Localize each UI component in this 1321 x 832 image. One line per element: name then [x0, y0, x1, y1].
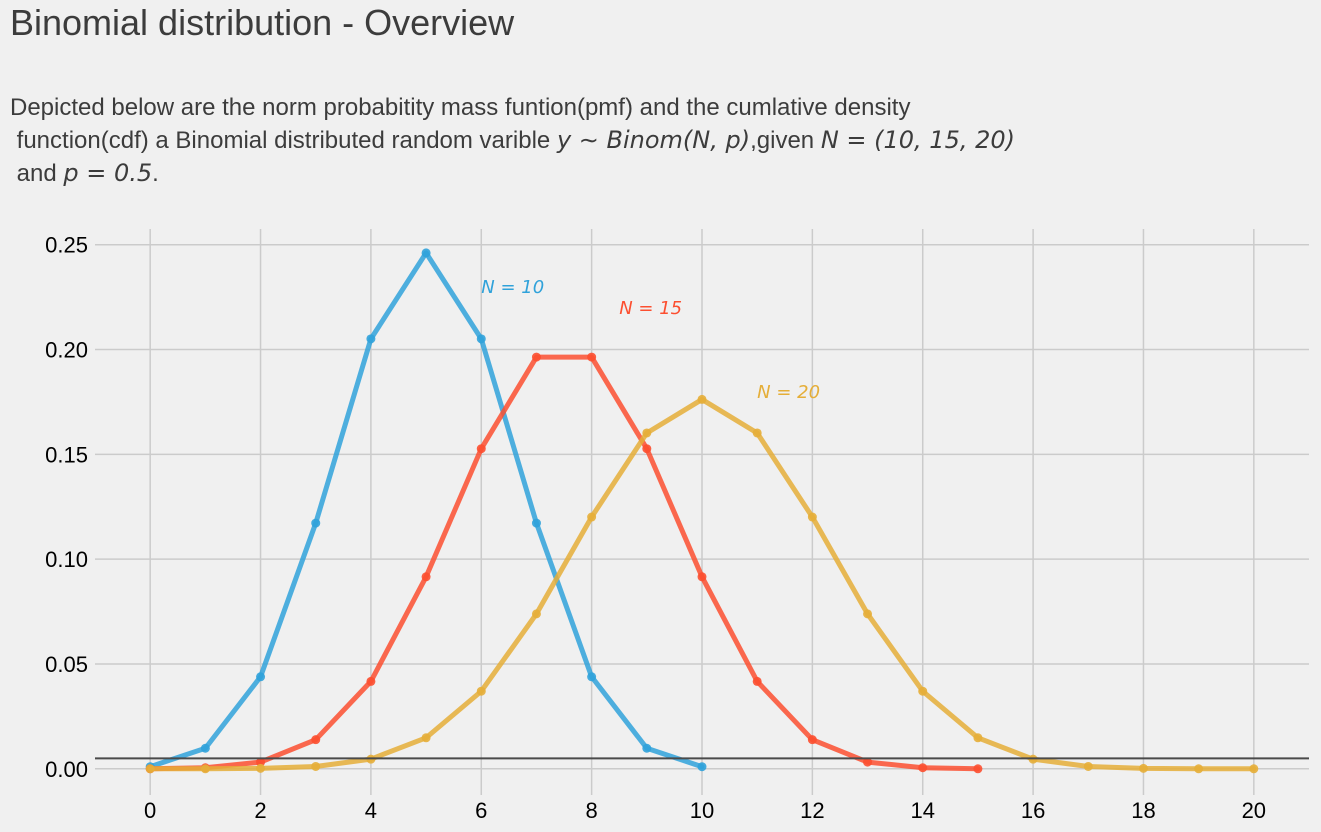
data-point: [863, 609, 873, 619]
data-point: [697, 394, 707, 404]
data-point: [531, 518, 541, 528]
series-label-2: N = 15: [619, 298, 682, 319]
y-tick-label: 0.20: [45, 338, 88, 363]
series-annotations: N = 10 N = 15 N = 20: [481, 277, 820, 403]
data-point: [587, 512, 597, 522]
subtitle-line-3: and p = 0.5.: [10, 157, 1015, 190]
data-point: [256, 763, 266, 773]
data-point: [697, 762, 707, 772]
data-point: [752, 428, 762, 438]
x-tick-label: 14: [910, 798, 934, 823]
x-tick-label: 6: [475, 798, 487, 823]
data-point: [752, 676, 762, 686]
x-tick-label: 4: [365, 798, 377, 823]
x-tick-label: 12: [800, 798, 824, 823]
subtitle-line-2: function(cdf) a Binomial distributed ran…: [10, 124, 1015, 157]
data-point: [918, 686, 928, 696]
data-point: [587, 672, 597, 682]
data-point: [807, 735, 817, 745]
y-tick-label: 0.15: [45, 442, 88, 467]
data-point: [918, 763, 928, 773]
data-point: [145, 764, 155, 774]
data-point: [476, 444, 486, 454]
x-tick-label: 8: [586, 798, 598, 823]
data-point: [256, 757, 266, 767]
data-point: [973, 733, 983, 743]
data-point: [256, 672, 266, 682]
x-tick-label: 0: [144, 798, 156, 823]
data-point: [421, 572, 431, 582]
data-point: [366, 676, 376, 686]
data-point: [642, 444, 652, 454]
subtitle-math-p-value: p = 0.5: [63, 159, 153, 187]
subtitle-text: function(cdf) a Binomial distributed ran…: [10, 127, 557, 154]
data-point: [1083, 761, 1093, 771]
y-axis-ticks: 0.00 0.05 0.10 0.15 0.20 0.25: [45, 233, 88, 782]
data-point: [311, 761, 321, 771]
x-tick-label: 20: [1242, 798, 1266, 823]
data-point: [1249, 764, 1259, 774]
subtitle-math-n-values: N = (10, 15, 20): [820, 126, 1015, 154]
data-point: [863, 757, 873, 767]
data-point: [587, 352, 597, 362]
subtitle-text: and: [10, 160, 64, 187]
subtitle-math-distribution: y ∼ Binom(N, p): [556, 126, 751, 154]
data-point: [642, 743, 652, 753]
data-point: [807, 512, 817, 522]
x-tick-label: 2: [254, 798, 266, 823]
x-axis-ticks: 0 2 4 6 8 10 12 14 16 18 20: [144, 798, 1266, 823]
data-point: [1194, 764, 1204, 774]
x-tick-label: 16: [1021, 798, 1045, 823]
grid-lines: [95, 229, 1309, 795]
data-point: [697, 572, 707, 582]
data-point: [311, 735, 321, 745]
data-point: [476, 686, 486, 696]
subtitle-text: .: [152, 160, 159, 187]
x-tick-label: 10: [690, 798, 714, 823]
data-point: [200, 764, 210, 774]
data-point: [642, 428, 652, 438]
chart-subtitle: Depicted below are the norm probabitity …: [10, 92, 1015, 190]
data-point: [366, 334, 376, 344]
data-point: [200, 743, 210, 753]
data-point: [1138, 763, 1148, 773]
subtitle-line-1: Depicted below are the norm probabitity …: [10, 94, 911, 121]
y-tick-label: 0.00: [45, 757, 88, 782]
series-layer: [95, 248, 1309, 774]
series-label-1: N = 10: [481, 277, 544, 298]
data-point: [311, 518, 321, 528]
series-line-1: [147, 250, 705, 770]
data-point: [476, 334, 486, 344]
data-point: [531, 352, 541, 362]
data-point: [531, 609, 541, 619]
data-point: [973, 764, 983, 774]
series-line-2: [147, 354, 981, 772]
y-tick-label: 0.25: [45, 233, 88, 258]
x-tick-label: 18: [1131, 798, 1155, 823]
series-label-3: N = 20: [757, 382, 820, 403]
y-tick-label: 0.10: [45, 547, 88, 572]
chart-title: Binomial distribution - Overview: [10, 2, 515, 43]
y-tick-label: 0.05: [45, 652, 88, 677]
data-point: [421, 248, 431, 258]
subtitle-text: ,given: [750, 127, 821, 154]
data-point: [421, 733, 431, 743]
